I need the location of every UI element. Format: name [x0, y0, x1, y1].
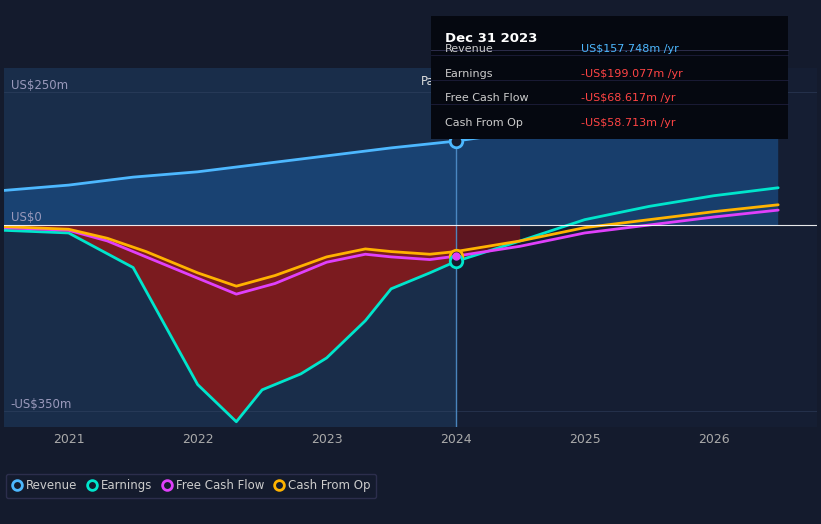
Bar: [456, 68, 817, 427]
Text: US$0: US$0: [11, 211, 41, 224]
Text: -US$68.617m /yr: -US$68.617m /yr: [581, 93, 676, 103]
Bar: [4, 68, 456, 427]
Text: Earnings: Earnings: [445, 69, 493, 79]
Legend: Revenue, Earnings, Free Cash Flow, Cash From Op: Revenue, Earnings, Free Cash Flow, Cash …: [6, 474, 376, 498]
Text: Analysts Forecasts: Analysts Forecasts: [466, 75, 576, 88]
Text: Past: Past: [420, 75, 445, 88]
Text: Free Cash Flow: Free Cash Flow: [445, 93, 529, 103]
Text: Cash From Op: Cash From Op: [445, 118, 523, 128]
Text: Revenue: Revenue: [445, 44, 494, 54]
Text: -US$350m: -US$350m: [11, 398, 72, 411]
Text: Dec 31 2023: Dec 31 2023: [445, 32, 538, 45]
Text: US$250m: US$250m: [11, 79, 67, 92]
Text: US$157.748m /yr: US$157.748m /yr: [581, 44, 679, 54]
Text: -US$58.713m /yr: -US$58.713m /yr: [581, 118, 676, 128]
Text: -US$199.077m /yr: -US$199.077m /yr: [581, 69, 683, 79]
